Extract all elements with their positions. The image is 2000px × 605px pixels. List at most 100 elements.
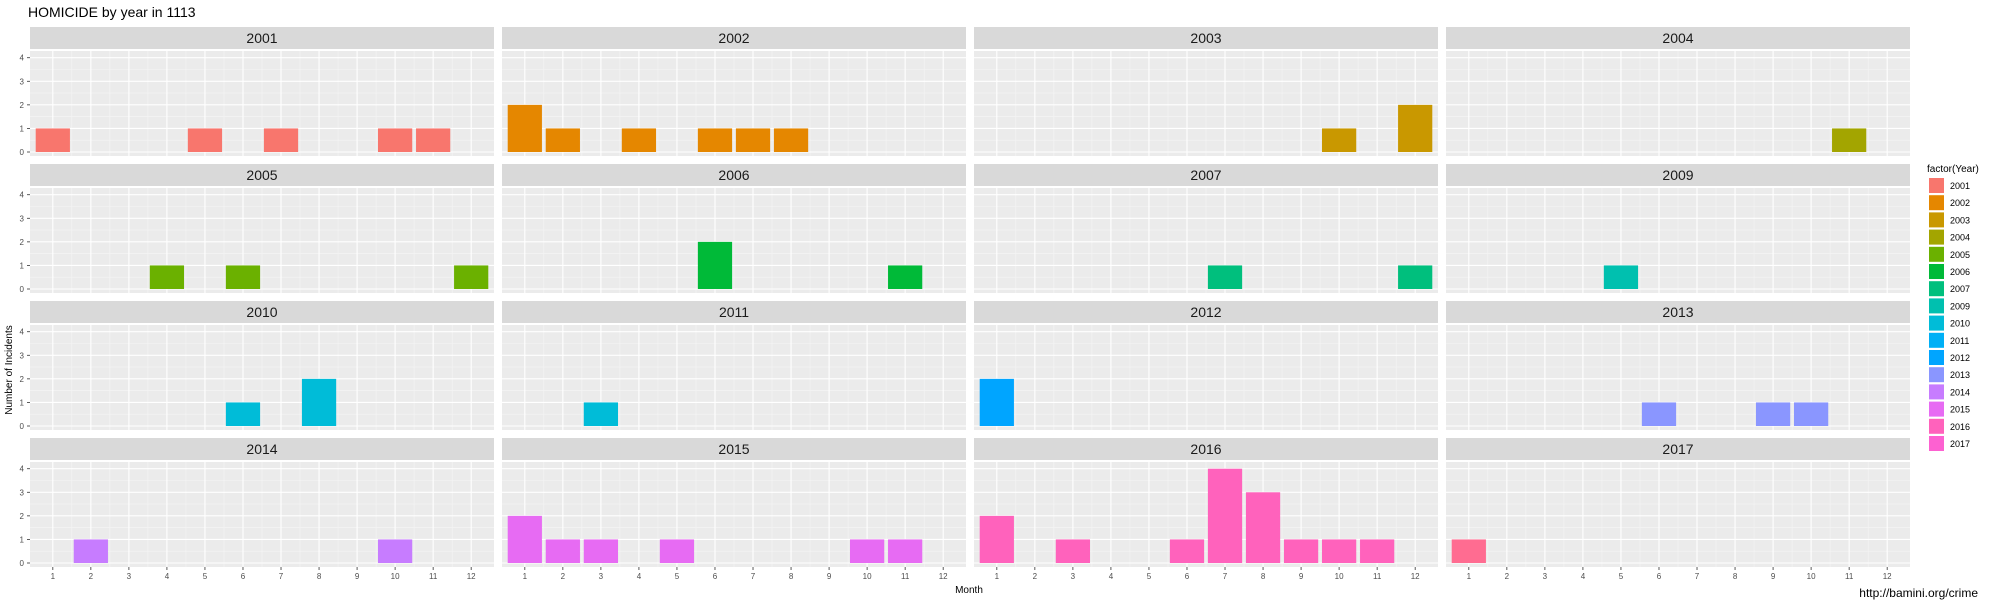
x-tick-label: 8 (317, 572, 322, 581)
x-tick-label: 2 (561, 572, 566, 581)
facet-strip (30, 301, 494, 323)
facet-strip (30, 164, 494, 186)
bar (1360, 539, 1395, 563)
y-tick-label: 2 (20, 238, 25, 247)
legend-swatch (1929, 195, 1944, 211)
legend-label: 2002 (1950, 198, 1970, 208)
x-tick-label: 11 (901, 572, 910, 581)
y-tick-label: 1 (20, 535, 25, 544)
x-tick-label: 6 (241, 572, 246, 581)
facet-strip (974, 27, 1438, 49)
x-tick-label: 9 (1771, 572, 1776, 581)
bar (187, 128, 223, 152)
facet-panel: 2016 (974, 438, 1438, 567)
facet-strip (502, 164, 966, 186)
bar (583, 402, 618, 426)
bar (1451, 539, 1486, 563)
bar (1398, 104, 1433, 152)
x-tick-label: 5 (1147, 572, 1152, 581)
x-tick-label: 10 (863, 572, 872, 581)
facet-panel: 2002 (502, 27, 966, 156)
x-tick-label: 9 (827, 572, 832, 581)
bar (888, 265, 923, 289)
x-tick-label: 1 (523, 572, 528, 581)
x-tick-label: 2 (89, 572, 94, 581)
legend-swatch (1929, 350, 1944, 365)
y-tick-label: 2 (20, 375, 25, 384)
y-axis-label: Number of Incidents (4, 325, 15, 415)
legend-swatch (1929, 281, 1944, 297)
facet-strip (30, 27, 494, 49)
y-tick-label: 0 (20, 148, 25, 157)
bar (545, 539, 580, 563)
legend-label: 2014 (1950, 387, 1970, 397)
facet-panel: 2014 (30, 438, 494, 567)
legend-swatch (1929, 418, 1944, 434)
legend-label: 2011 (1950, 336, 1969, 346)
legend-label: 2013 (1950, 370, 1970, 380)
x-tick-label: 8 (789, 572, 794, 581)
y-tick-label: 4 (20, 465, 25, 474)
facet-strip (502, 27, 966, 49)
legend-swatch (1929, 229, 1944, 245)
bar (979, 515, 1014, 563)
facet-panel: 2004 (1446, 27, 1910, 156)
legend-swatch (1929, 332, 1944, 348)
bar (35, 128, 70, 152)
facet-strip (1446, 164, 1910, 186)
bar (1283, 539, 1319, 563)
x-tick-label: 7 (279, 572, 284, 581)
x-tick-label: 8 (1733, 572, 1738, 581)
facet-strip-label: 2003 (1190, 30, 1221, 46)
facet-panel: 2012 (974, 301, 1438, 430)
bar (850, 539, 885, 563)
y-tick-label: 2 (20, 101, 25, 110)
y-tick-label: 3 (20, 214, 25, 223)
x-tick-label: 6 (713, 572, 718, 581)
bar (1398, 265, 1433, 289)
bar (378, 539, 413, 563)
bar (454, 265, 489, 289)
x-tick-label: 12 (1411, 572, 1420, 581)
y-tick-label: 1 (20, 398, 25, 407)
x-tick-label: 12 (467, 572, 476, 581)
facet-panel: 2007 (974, 164, 1438, 293)
bar (697, 241, 733, 289)
x-tick-label: 6 (1657, 572, 1662, 581)
bar (583, 539, 618, 563)
facet-strip-label: 2009 (1662, 167, 1693, 183)
x-tick-label: 2 (1505, 572, 1510, 581)
facet-panel: 2003 (974, 27, 1438, 156)
x-tick-label: 4 (637, 572, 642, 581)
bar (1641, 402, 1677, 426)
bar (301, 378, 337, 426)
bar (507, 104, 542, 152)
facet-panel: 2005 (30, 164, 494, 293)
x-tick-label: 12 (1883, 572, 1892, 581)
facet-strip-label: 2005 (246, 167, 277, 183)
bar (507, 515, 542, 563)
x-tick-label: 7 (1695, 572, 1700, 581)
facet-strip-label: 2007 (1190, 167, 1221, 183)
facet-strip-label: 2016 (1190, 441, 1221, 457)
legend-label: 2010 (1950, 319, 1970, 329)
bar (225, 402, 261, 426)
bar (1794, 402, 1829, 426)
facet-strip-label: 2001 (246, 30, 277, 46)
y-tick-label: 3 (20, 77, 25, 86)
x-tick-label: 6 (1185, 572, 1190, 581)
facet-strip-label: 2013 (1662, 304, 1693, 320)
legend-swatch (1929, 212, 1944, 228)
bar (1245, 492, 1281, 563)
bar (888, 539, 923, 563)
y-tick-label: 4 (20, 191, 25, 200)
legend-swatch (1929, 367, 1944, 383)
bar (735, 128, 771, 152)
bar (225, 265, 261, 289)
facet-strip-label: 2015 (718, 441, 749, 457)
bar (621, 128, 657, 152)
x-tick-label: 11 (1845, 572, 1854, 581)
facet-strip (502, 438, 966, 460)
bar (1755, 402, 1791, 426)
bar (1322, 539, 1357, 563)
